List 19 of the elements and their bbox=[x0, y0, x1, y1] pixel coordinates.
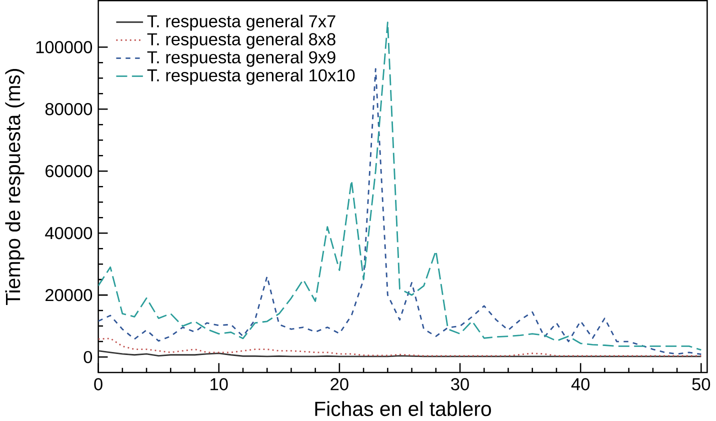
legend-label: T. respuesta general 10x10 bbox=[147, 68, 355, 85]
x-tick-label: 20 bbox=[330, 378, 348, 390]
y-tick-label: 100000 bbox=[36, 40, 92, 54]
y-axis-title: Tiempo de respuesta (ms) bbox=[5, 68, 24, 305]
legend-label: T. respuesta general 9x9 bbox=[147, 50, 336, 67]
y-tick-label: 20000 bbox=[46, 288, 92, 302]
x-tick-label: 40 bbox=[571, 378, 590, 390]
y-tick-label: 40000 bbox=[45, 226, 92, 240]
x-tick-label: 50 bbox=[692, 378, 710, 390]
x-tick-label: 0 bbox=[94, 378, 102, 390]
x-tick-label: 10 bbox=[210, 378, 228, 390]
legend-label: T. respuesta general 8x8 bbox=[147, 32, 336, 49]
y-tick-label: 80000 bbox=[45, 102, 92, 116]
legend-label: T. respuesta general 7x7 bbox=[147, 14, 336, 31]
x-axis-title: Fichas en el tablero bbox=[315, 400, 491, 416]
x-tick-label: 30 bbox=[451, 378, 469, 390]
y-tick-label: 60000 bbox=[46, 164, 92, 178]
y-tick-label: 0 bbox=[84, 350, 92, 363]
line-series bbox=[98, 68, 702, 355]
